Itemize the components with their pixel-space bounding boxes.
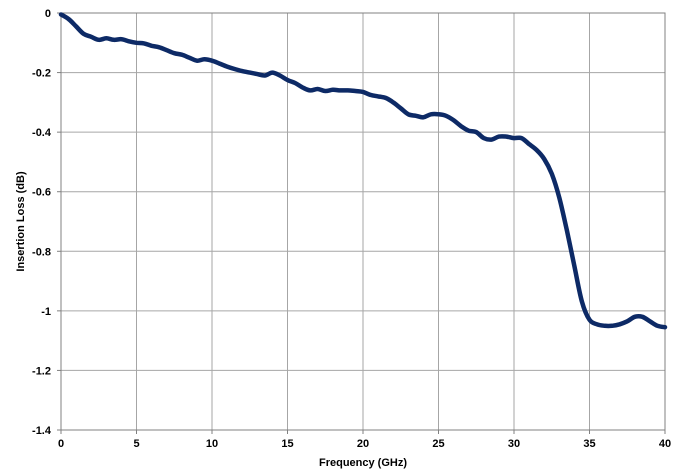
- x-tick-label: 0: [58, 438, 64, 450]
- grid: [61, 13, 665, 430]
- y-tick-label: -0.6: [32, 187, 51, 199]
- y-tick-label: -0.2: [32, 68, 51, 80]
- x-tick-label: 40: [659, 438, 671, 450]
- x-tick-label: 15: [281, 438, 293, 450]
- x-tick-label: 20: [357, 438, 369, 450]
- y-tick-label: -0.4: [32, 127, 52, 139]
- x-axis-ticks: 0 5 10 15 20 25 30 35 40: [58, 430, 671, 450]
- x-tick-label: 10: [206, 438, 218, 450]
- y-tick-label: -1.2: [32, 365, 51, 377]
- y-tick-label: -1: [41, 306, 51, 318]
- x-tick-label: 35: [583, 438, 595, 450]
- y-axis-ticks: 0 -0.2 -0.4 -0.6 -0.8 -1 -1.2 -1.4: [32, 8, 61, 437]
- y-tick-label: -1.4: [32, 425, 52, 437]
- x-axis-title: Frequency (GHz): [319, 457, 407, 469]
- x-tick-label: 30: [508, 438, 520, 450]
- y-tick-label: -0.8: [32, 246, 51, 258]
- y-tick-label: 0: [45, 8, 51, 20]
- x-tick-label: 5: [133, 438, 139, 450]
- x-tick-label: 25: [432, 438, 444, 450]
- y-axis-title: Insertion Loss (dB): [15, 171, 27, 272]
